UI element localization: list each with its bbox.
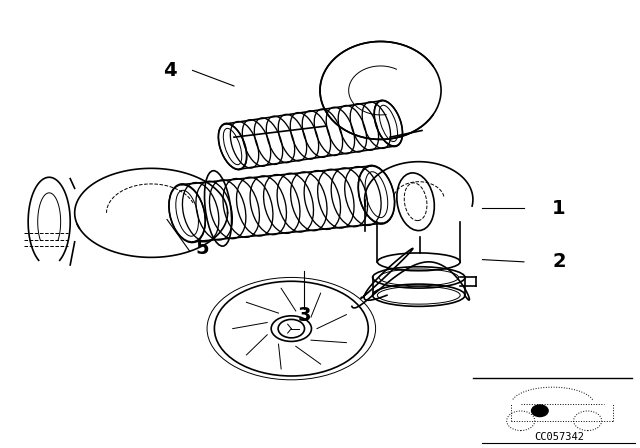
Text: 2: 2: [552, 252, 566, 271]
Text: 1: 1: [552, 199, 566, 218]
Text: CC057342: CC057342: [534, 432, 584, 442]
Text: 5: 5: [195, 239, 209, 258]
Text: 4: 4: [163, 61, 177, 80]
Circle shape: [532, 405, 548, 417]
Text: 3: 3: [298, 306, 311, 325]
